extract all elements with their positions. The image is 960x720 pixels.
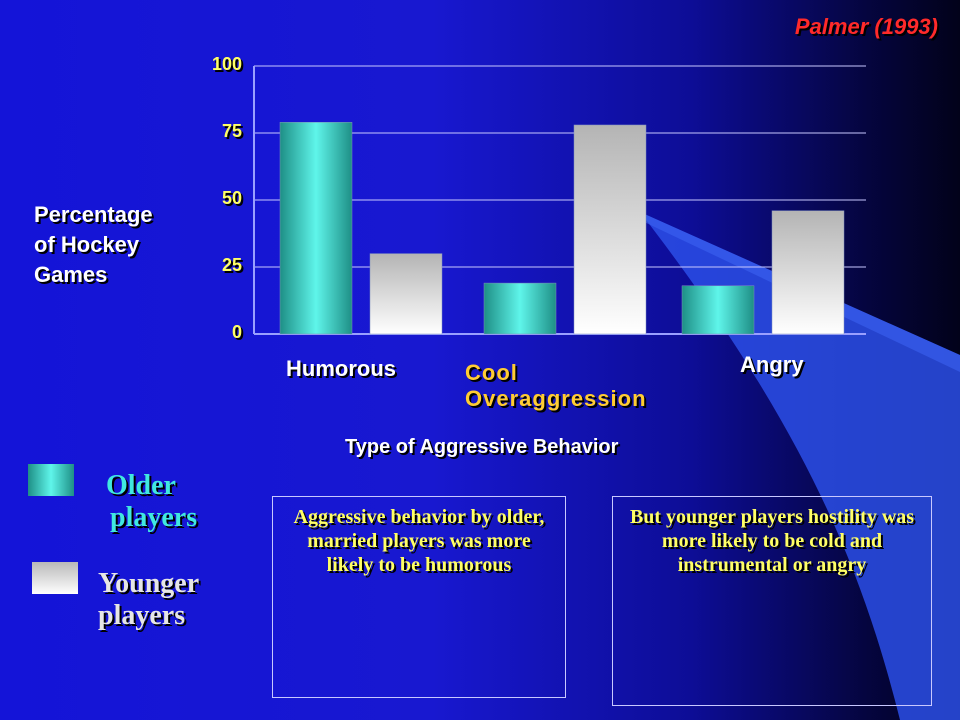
category-label-line: Cool xyxy=(465,360,518,385)
y-tick-label: 75 xyxy=(221,121,242,141)
category-label-line: Overaggression xyxy=(465,386,647,411)
legend-label-line: players xyxy=(110,502,198,533)
category-label-line: Humorous xyxy=(286,356,396,381)
y-axis-label-line: Games xyxy=(34,262,108,287)
category-label-humorous: Humorous xyxy=(286,356,396,382)
y-tick-label: 25 xyxy=(221,255,242,275)
bar-younger-0 xyxy=(369,253,443,335)
category-label-cool-overaggression: Cool Overaggression xyxy=(465,360,647,412)
legend-label-line: Younger xyxy=(98,568,200,599)
note-younger-players: But younger players hostility was more l… xyxy=(612,496,932,706)
bar-older-1 xyxy=(483,282,557,335)
bar-older-2 xyxy=(681,285,755,335)
x-axis-label: Type of Aggressive Behavior xyxy=(345,436,619,458)
category-label-line: Angry xyxy=(740,352,804,377)
y-tick-label: 0 xyxy=(231,322,242,342)
bar-younger-2 xyxy=(771,210,845,335)
legend-swatch-younger xyxy=(32,562,78,594)
category-label-angry: Angry xyxy=(740,352,804,378)
y-axis-label: Percentage of Hockey Games xyxy=(34,200,153,290)
legend-label-younger: Younger players xyxy=(98,568,199,632)
citation: Palmer (1993) xyxy=(794,14,938,39)
legend-label-line: players xyxy=(98,600,186,631)
bar-younger-1 xyxy=(573,124,647,335)
bar-older-0 xyxy=(279,122,353,335)
y-axis-label-line: Percentage xyxy=(34,202,153,227)
legend-label-older: Older players xyxy=(106,470,197,534)
y-tick-label: 100 xyxy=(211,54,242,74)
legend-swatch-older xyxy=(28,464,74,496)
legend-label-line: Older xyxy=(106,470,176,501)
y-tick-label: 50 xyxy=(221,188,242,208)
note-older-players: Aggressive behavior by older, married pl… xyxy=(272,496,566,698)
y-axis-label-line: of Hockey xyxy=(34,232,140,257)
